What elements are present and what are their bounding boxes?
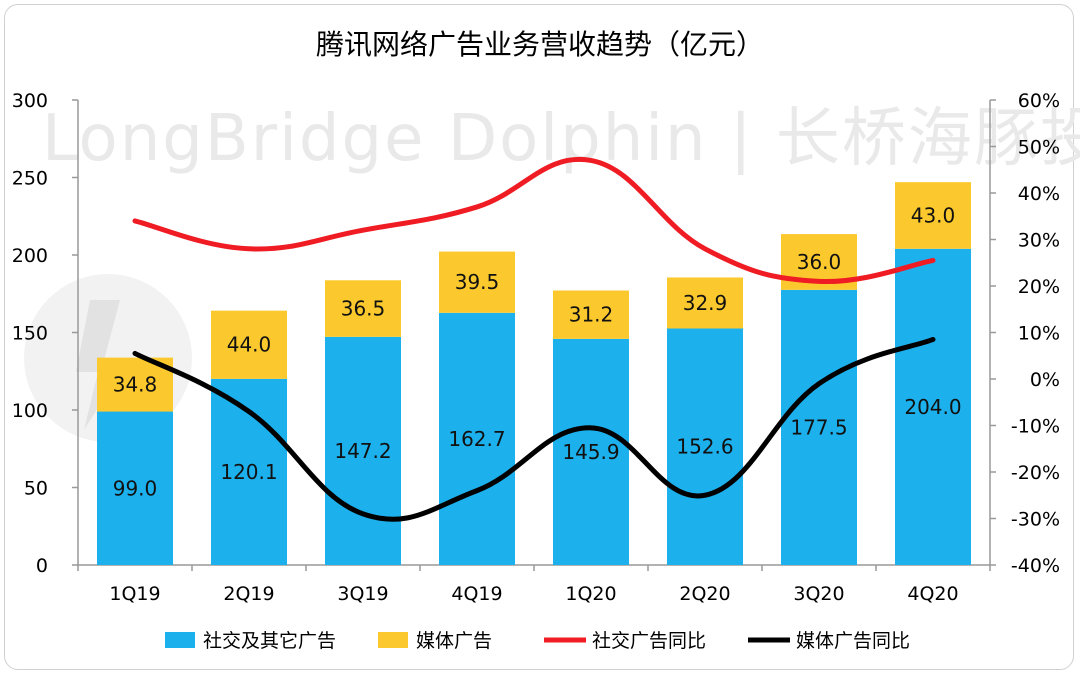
left-tick-label: 0 [36,555,48,577]
data-label-media: 36.5 [341,297,386,321]
legend-label-social: 社交及其它广告 [203,630,336,652]
data-label-social: 145.9 [562,440,619,464]
right-tick-label: -40% [1011,555,1060,577]
bar-social [553,338,629,565]
left-tick-label: 250 [12,168,48,190]
left-tick-label: 200 [12,245,48,267]
x-tick-label: 1Q19 [109,583,160,605]
x-tick-label: 4Q19 [451,583,502,605]
data-labels: 99.0 120.1 147.2 162.7 145.9 152.6 177.5 204.0 3… [113,203,962,500]
left-tick-label: 50 [24,478,48,500]
legend: 社交及其它广告 媒体广告 社交广告同比 媒体广告同比 [165,630,910,652]
bar-social [325,336,401,565]
right-tick-label: 10% [1018,323,1060,345]
left-tick-label: 100 [12,400,48,422]
data-label-media: 39.5 [455,270,500,294]
legend-swatch-media [378,632,408,648]
data-label-media: 36.0 [797,250,842,274]
bars [97,182,971,566]
data-label-social: 204.0 [904,395,961,419]
right-tick-label: 20% [1018,276,1060,298]
x-tick-label: 3Q20 [793,583,844,605]
legend-label-media: 媒体广告 [416,630,492,652]
axes: 0 50 100 150 200 250 300 -40% -30% -20% -10% 0% 10% 2… [12,90,1060,605]
data-label-social: 152.6 [676,435,733,459]
line-social-yoy [132,156,936,284]
left-tick-label: 300 [12,90,48,112]
bar-social [781,289,857,565]
data-label-media: 34.8 [113,373,158,397]
data-label-social: 177.5 [790,415,847,439]
data-label-social: 162.7 [448,427,505,451]
right-tick-label: 60% [1018,90,1060,112]
bar-social [667,328,743,565]
legend-label-media-yoy: 媒体广告同比 [796,630,910,652]
data-label-social: 120.1 [220,460,277,484]
bar-social [895,248,971,566]
right-tick-label: 50% [1018,137,1060,159]
data-label-social: 147.2 [334,439,391,463]
data-label-media: 31.2 [569,303,614,327]
data-label-media: 43.0 [911,203,956,227]
left-tick-label: 150 [12,323,48,345]
data-label-social: 99.0 [113,476,158,500]
lines [132,156,936,522]
right-tick-label: 0% [1030,369,1060,391]
x-tick-label: 2Q19 [223,583,274,605]
right-tick-label: -10% [1011,416,1060,438]
right-tick-label: -20% [1011,462,1060,484]
x-tick-label: 3Q19 [337,583,388,605]
bar-social [97,411,173,565]
bar-social [439,312,515,565]
x-tick-label: 2Q20 [679,583,730,605]
bar-media [895,182,971,249]
legend-label-social-yoy: 社交广告同比 [592,630,706,652]
right-tick-label: 30% [1018,230,1060,252]
x-tick-label: 1Q20 [565,583,616,605]
bar-media [667,277,743,329]
x-tick-label: 4Q20 [907,583,958,605]
data-label-media: 44.0 [227,333,272,357]
right-tick-label: -30% [1011,509,1060,531]
watermark: LongBridge Dolphin | 长桥海豚投研 [42,102,1080,176]
bar-media [211,310,287,379]
line-media-yoy [132,336,936,522]
bar-media [325,280,401,337]
data-label-media: 32.9 [683,291,728,315]
bar-media [439,251,515,313]
legend-swatch-social [165,632,195,648]
bar-media [553,290,629,339]
right-tick-label: 40% [1018,183,1060,205]
chart-title: 腾讯网络广告业务营收趋势（亿元） [316,28,764,61]
